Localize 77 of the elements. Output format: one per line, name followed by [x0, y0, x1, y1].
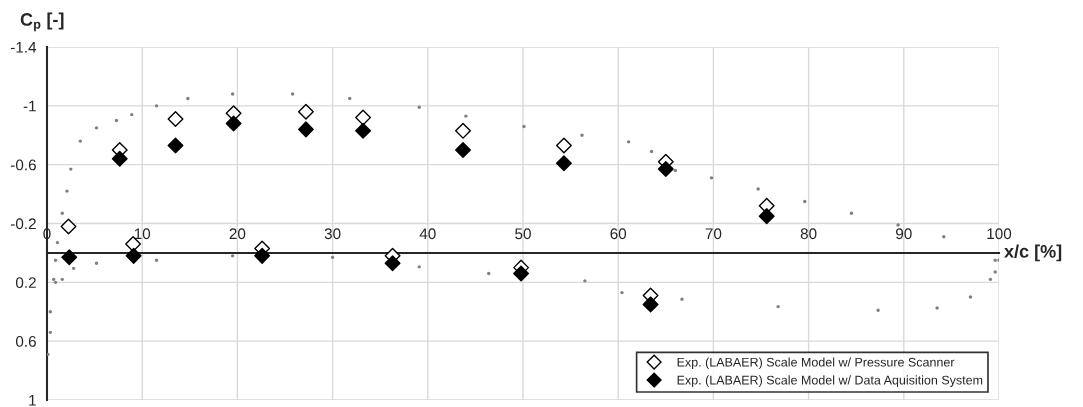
- point: [626, 140, 631, 144]
- point: [60, 218, 77, 235]
- x-tick-label: 10: [134, 228, 151, 240]
- y-axis-title: C$_{p}$ [-]: [20, 12, 64, 32]
- point: [167, 137, 184, 154]
- x-axis-title: x/c [%]: [1004, 244, 1062, 262]
- point: [65, 189, 69, 193]
- point: [48, 330, 53, 335]
- point: [896, 223, 900, 227]
- point: [583, 279, 587, 283]
- point: [225, 115, 242, 132]
- legend-label: Exp. (LABAER) Scale Model w/ Pressure Scanner: [677, 357, 955, 370]
- y-tick-label: -0.2: [10, 218, 36, 230]
- point: [580, 133, 584, 137]
- point: [876, 308, 880, 312]
- point: [69, 167, 73, 171]
- x-tick-label: 50: [515, 228, 531, 240]
- x-tick-label: 100: [987, 228, 1012, 240]
- x-tick-label: 20: [229, 228, 246, 240]
- point: [55, 240, 60, 245]
- point: [355, 109, 372, 126]
- point: [455, 141, 472, 158]
- point: [330, 255, 335, 260]
- point: [642, 296, 659, 313]
- point: [555, 137, 572, 154]
- point: [803, 199, 807, 204]
- y-tick-label: 0.2: [15, 277, 36, 289]
- point: [776, 304, 780, 309]
- y-tick-label: -1.4: [10, 42, 37, 53]
- point: [297, 121, 314, 138]
- point: [230, 254, 235, 258]
- point: [78, 139, 83, 143]
- point: [297, 103, 314, 120]
- point: [53, 258, 58, 262]
- point: [348, 96, 352, 101]
- point: [657, 161, 674, 178]
- point: [487, 271, 491, 276]
- point: [555, 155, 572, 172]
- point: [125, 247, 142, 264]
- y-tick-label: 1: [29, 395, 36, 406]
- point: [464, 114, 468, 118]
- point: [47, 352, 50, 357]
- point: [649, 149, 654, 154]
- point: [154, 258, 159, 262]
- point: [384, 255, 401, 272]
- point: [680, 297, 684, 301]
- point: [988, 277, 993, 282]
- y-tick-label: -1: [23, 100, 36, 112]
- point: [355, 122, 372, 139]
- point: [417, 265, 421, 269]
- point: [756, 187, 760, 191]
- point: [935, 306, 939, 310]
- x-tick-label: 30: [324, 228, 341, 240]
- point: [130, 112, 134, 117]
- point: [167, 111, 184, 128]
- x-tick-label: 70: [705, 228, 722, 240]
- point: [993, 270, 997, 274]
- point: [61, 249, 78, 266]
- point: [71, 266, 76, 271]
- y-tick-label: 0.6: [15, 336, 36, 347]
- x-tick-label: 40: [419, 228, 436, 240]
- point: [673, 168, 678, 173]
- point: [254, 247, 271, 264]
- legend-label: Exp. (LABAER) Scale Model w/ Data Aquisition System: [677, 375, 983, 387]
- x-tick-label: 80: [800, 228, 817, 240]
- point: [53, 280, 58, 285]
- point: [51, 277, 56, 282]
- point: [513, 265, 530, 282]
- point: [758, 208, 775, 225]
- x-tick-label: 60: [610, 228, 627, 240]
- point: [94, 261, 99, 265]
- point: [455, 122, 472, 139]
- x-tick-label: 90: [896, 228, 912, 240]
- point: [111, 150, 128, 167]
- point: [154, 104, 159, 108]
- point: [114, 118, 119, 123]
- y-tick-label: -0.6: [10, 159, 36, 171]
